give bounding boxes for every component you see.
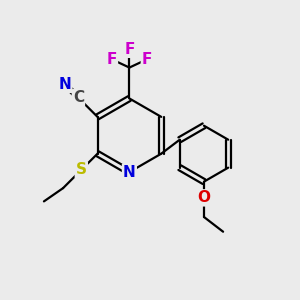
Text: N: N: [123, 165, 136, 180]
Text: O: O: [197, 190, 211, 205]
Text: F: F: [106, 52, 117, 67]
Text: F: F: [124, 42, 135, 57]
Text: N: N: [58, 77, 71, 92]
Text: S: S: [76, 162, 87, 177]
Text: F: F: [142, 52, 152, 67]
Text: C: C: [73, 90, 84, 105]
